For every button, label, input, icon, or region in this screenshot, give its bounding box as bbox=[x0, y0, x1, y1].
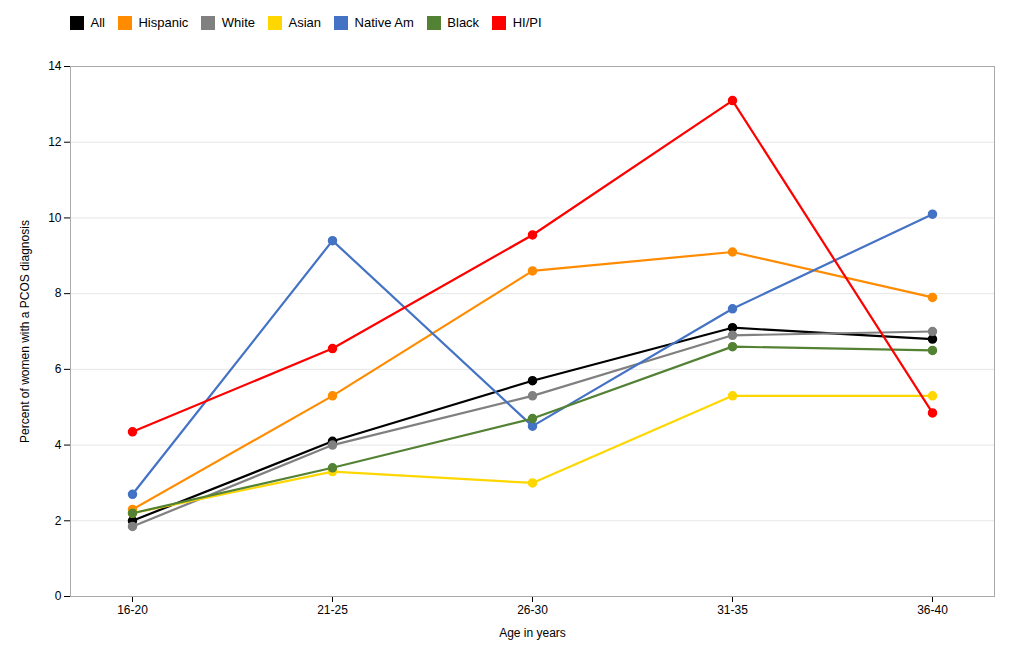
html-text:Native Am: Native Am bbox=[354, 15, 414, 30]
svg-text:6: 6 bbox=[55, 362, 62, 376]
svg-text:36-40: 36-40 bbox=[917, 603, 948, 617]
html-text:Asian: Asian bbox=[288, 15, 322, 30]
html-text:Black: Black bbox=[447, 15, 480, 30]
svg-text:4: 4 bbox=[55, 437, 62, 451]
svg-text:0: 0 bbox=[55, 589, 62, 603]
html-text:Hispanic: Hispanic bbox=[138, 15, 189, 30]
svg-text:8: 8 bbox=[55, 286, 62, 300]
html-text:White: White bbox=[221, 15, 255, 30]
svg-text:Percent of women with a PCOS d: Percent of women with a PCOS diagnosis bbox=[18, 220, 32, 443]
svg-text:21-25: 21-25 bbox=[317, 603, 348, 617]
svg-text:26-30: 26-30 bbox=[517, 603, 548, 617]
svg-text:Age in years: Age in years bbox=[499, 625, 566, 639]
svg-text:2: 2 bbox=[55, 513, 62, 527]
svg-text:14: 14 bbox=[48, 59, 62, 73]
svg-text:31-35: 31-35 bbox=[717, 603, 748, 617]
svg-text:16-20: 16-20 bbox=[117, 603, 148, 617]
html-text:All: All bbox=[90, 15, 105, 30]
html-text:HI/PI: HI/PI bbox=[512, 15, 542, 30]
svg-text:10: 10 bbox=[48, 210, 62, 224]
svg-text:12: 12 bbox=[48, 135, 62, 149]
